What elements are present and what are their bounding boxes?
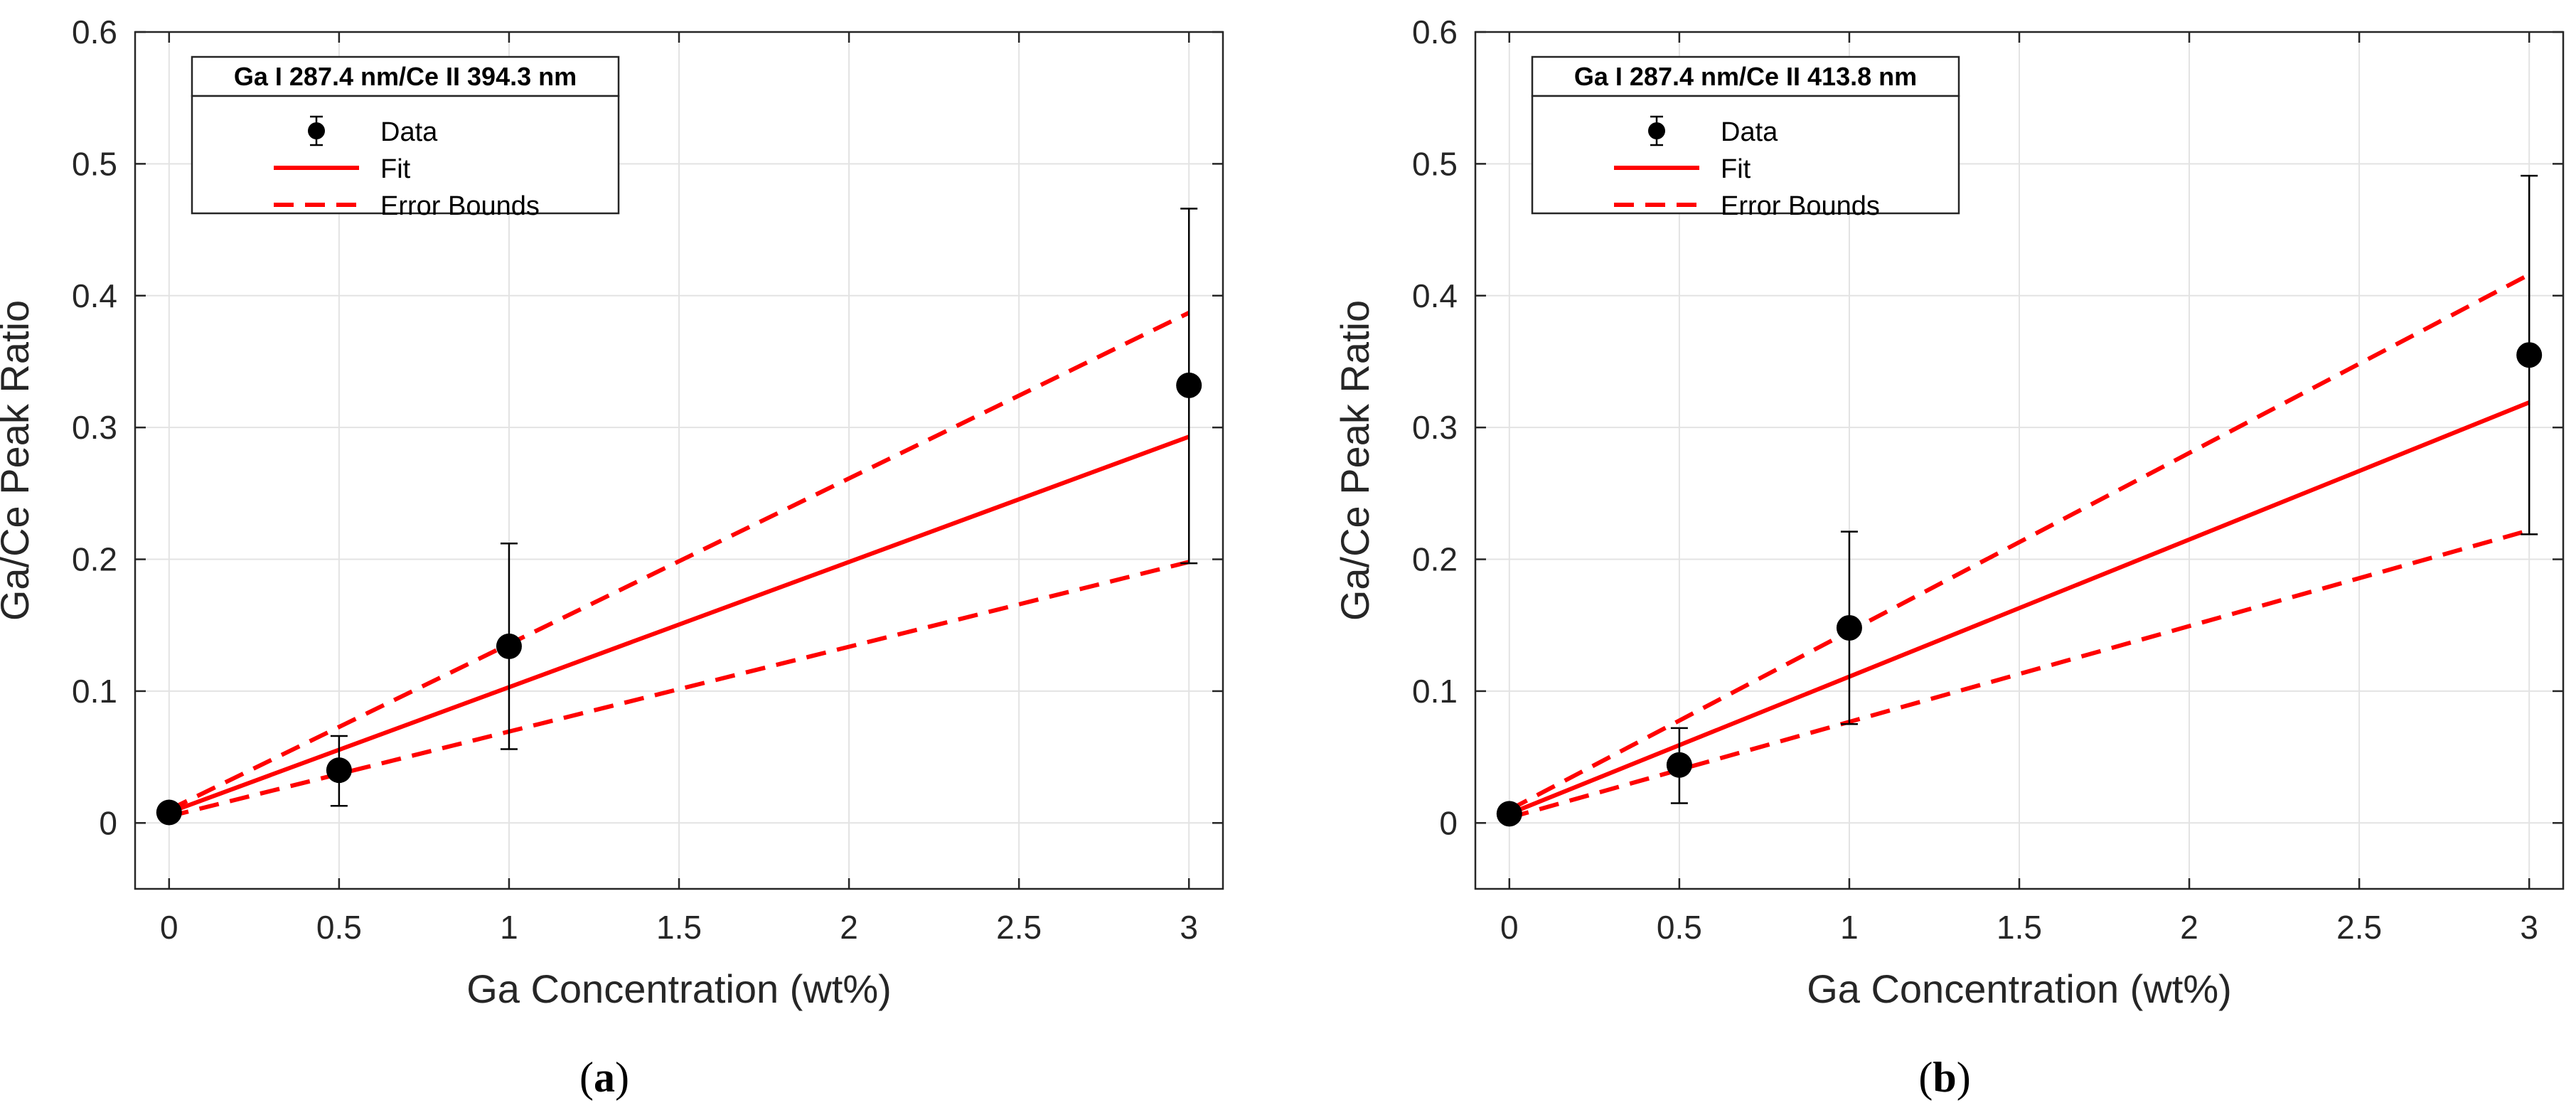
x-tick-label: 0.5 <box>316 909 362 946</box>
data-point <box>1666 752 1692 778</box>
legend-box <box>1531 95 1960 215</box>
data-point <box>156 799 182 826</box>
chart-panel-a: 0 0.5 1 1.5 2 2.5 3 0 0.1 0.2 0.3 0.4 0.5 0.6 Ga Conce… <box>0 14 1224 1101</box>
x-axis-label: Ga Concentration (wt%) <box>466 966 892 1011</box>
x-tick-label: 2 <box>2180 909 2198 946</box>
legend-title-box <box>191 55 620 97</box>
y-tick-label: 0.4 <box>72 277 117 314</box>
panel-label-letter: a <box>594 1054 615 1101</box>
y-tick-label: 0.3 <box>72 409 117 446</box>
x-tick-label: 1 <box>1840 909 1859 946</box>
legend-label-error-bounds: Error Bounds <box>1721 191 1880 221</box>
y-tick-label: 0 <box>1439 804 1458 841</box>
legend: Ga I 287.4 nm/Ce II 394.3 nm Data Fit Error… <box>191 55 620 221</box>
data-point <box>326 757 352 784</box>
x-tick-label: 3 <box>1180 909 1198 946</box>
x-tick-label: 1.5 <box>1997 909 2042 946</box>
panel-label: (a) <box>579 1054 629 1101</box>
chart-panel-b: 0 0.5 1 1.5 2 2.5 3 0 0.1 0.2 0.3 0.4 0.5 0.6 Ga Conce… <box>1332 14 2565 1101</box>
legend-box <box>191 95 620 215</box>
x-tick-label: 2.5 <box>996 909 1042 946</box>
y-axis-label: Ga/Ce Peak Ratio <box>1332 300 1377 621</box>
y-axis-label: Ga/Ce Peak Ratio <box>0 300 37 621</box>
data-point <box>1836 614 1862 641</box>
x-tick-label: 0.5 <box>1657 909 1702 946</box>
y-tick-label: 0.6 <box>72 14 117 50</box>
legend-swatch-data <box>308 122 325 139</box>
x-tick-label: 1 <box>500 909 518 946</box>
x-tick-label: 2 <box>840 909 858 946</box>
x-tick-label: 3 <box>2520 909 2538 946</box>
y-tick-label: 0.3 <box>1412 409 1458 446</box>
legend-label-data: Data <box>380 117 438 147</box>
y-tick-label: 0 <box>99 804 117 841</box>
x-tick-label: 0 <box>160 909 178 946</box>
x-tick-label: 2.5 <box>2336 909 2382 946</box>
panel-label-open: ( <box>579 1054 594 1101</box>
panel-label-letter: b <box>1933 1054 1956 1101</box>
legend: Ga I 287.4 nm/Ce II 413.8 nm Data Fit Error… <box>1531 55 1960 221</box>
x-tick-label: 1.5 <box>656 909 702 946</box>
x-axis-label: Ga Concentration (wt%) <box>1807 966 2232 1011</box>
x-tick-label: 0 <box>1500 909 1519 946</box>
legend-label-error-bounds: Error Bounds <box>380 191 540 221</box>
panel-label-close: ) <box>615 1054 629 1101</box>
y-tick-label: 0.2 <box>1412 541 1458 578</box>
error-bound-upper-line <box>1508 272 2530 812</box>
data-point <box>2516 342 2543 368</box>
legend-label-fit: Fit <box>1721 154 1751 184</box>
legend-title-box <box>1531 55 1960 97</box>
y-tick-label: 0.6 <box>1412 14 1458 50</box>
y-tick-label: 0.4 <box>1412 277 1458 314</box>
y-tick-label: 0.5 <box>72 145 117 182</box>
legend-title: Ga I 287.4 nm/Ce II 413.8 nm <box>1574 62 1917 91</box>
error-bound-lower-line <box>1508 528 2530 820</box>
legend-swatch-data <box>1648 122 1665 139</box>
panel-label-close: ) <box>1957 1054 1971 1101</box>
data-point <box>1496 801 1522 827</box>
y-tick-label: 0.2 <box>72 541 117 578</box>
panel-label-open: ( <box>1918 1054 1933 1101</box>
y-tick-label: 0.1 <box>1412 673 1458 710</box>
error-bound-upper-line <box>168 311 1190 812</box>
data-point <box>496 633 522 659</box>
legend-label-fit: Fit <box>380 154 411 184</box>
y-tick-label: 0.1 <box>72 673 117 710</box>
data-point <box>1176 372 1202 398</box>
y-tick-label: 0.5 <box>1412 145 1458 182</box>
legend-label-data: Data <box>1721 117 1778 147</box>
legend-title: Ga I 287.4 nm/Ce II 394.3 nm <box>234 62 577 91</box>
panel-label: (b) <box>1918 1054 1970 1101</box>
